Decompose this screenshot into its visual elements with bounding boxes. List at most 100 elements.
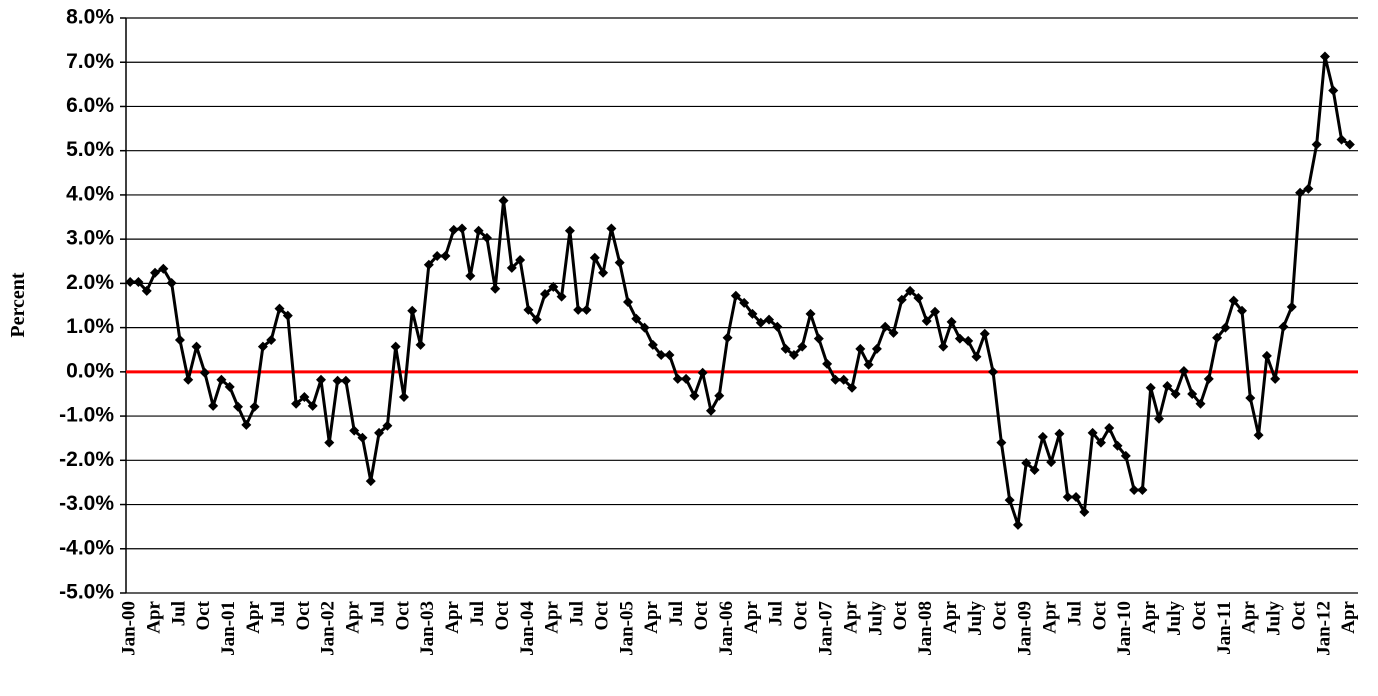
data-marker — [705, 405, 716, 416]
x-tick-label: Apr — [1040, 600, 1061, 633]
data-marker — [929, 306, 940, 317]
data-marker — [407, 305, 418, 316]
x-tick-label: Apr — [1239, 600, 1260, 633]
x-tick-label: July — [1264, 601, 1285, 636]
data-marker — [291, 398, 302, 409]
data-marker — [481, 232, 492, 243]
data-marker — [299, 392, 310, 403]
x-tick-label: Oct — [990, 600, 1011, 630]
data-marker — [390, 341, 401, 352]
y-tick-label: -1.0% — [59, 404, 114, 427]
y-tick-label: 8.0% — [66, 6, 114, 29]
data-marker — [1344, 139, 1355, 150]
data-marker — [722, 332, 733, 343]
data-marker — [515, 254, 526, 265]
data-marker — [589, 252, 600, 263]
data-marker — [1236, 305, 1247, 316]
data-marker — [1046, 457, 1057, 468]
data-marker — [457, 223, 468, 234]
x-tick-label: Jul — [666, 601, 687, 626]
data-marker — [747, 308, 758, 319]
data-marker — [938, 341, 949, 352]
data-marker — [1071, 492, 1082, 503]
x-tick-label: Jul — [367, 601, 388, 626]
data-marker — [556, 291, 567, 302]
data-marker — [1270, 373, 1281, 384]
data-marker — [1062, 492, 1073, 503]
data-marker — [697, 367, 708, 378]
data-marker — [598, 267, 609, 278]
data-marker — [374, 427, 385, 438]
data-marker — [1095, 437, 1106, 448]
data-marker — [946, 316, 957, 327]
data-marker — [1129, 484, 1140, 495]
data-marker — [996, 437, 1007, 448]
data-marker — [847, 382, 858, 393]
data-marker — [1137, 484, 1148, 495]
y-tick-label: 1.0% — [66, 315, 114, 338]
data-marker — [523, 304, 534, 315]
data-marker — [1145, 382, 1156, 393]
data-marker — [1286, 301, 1297, 312]
x-tick-label: Jan-01 — [218, 601, 239, 656]
data-marker — [1087, 427, 1098, 438]
data-marker — [1228, 295, 1239, 306]
data-marker — [622, 296, 633, 307]
data-marker — [150, 267, 161, 278]
data-marker — [1012, 519, 1023, 530]
data-marker — [830, 374, 841, 385]
data-marker — [573, 304, 584, 315]
data-marker — [498, 195, 509, 206]
data-marker — [730, 290, 741, 301]
data-marker — [1220, 322, 1231, 333]
data-marker — [158, 263, 169, 274]
data-marker — [274, 303, 285, 314]
data-marker — [863, 359, 874, 370]
y-tick-label: -2.0% — [59, 448, 114, 471]
x-tick-label: Jan-06 — [716, 601, 737, 656]
x-tick-label: July — [965, 601, 986, 636]
x-tick-label: Jul — [467, 601, 488, 626]
data-marker — [963, 335, 974, 346]
data-marker — [1311, 139, 1322, 150]
x-tick-label: Jan-10 — [1114, 601, 1135, 656]
data-marker — [871, 343, 882, 354]
data-marker — [913, 292, 924, 303]
y-tick-label: -3.0% — [59, 492, 114, 515]
x-tick-label: Apr — [940, 600, 961, 633]
data-marker — [1319, 51, 1330, 62]
data-marker — [490, 283, 501, 294]
data-marker — [191, 341, 202, 352]
x-tick-label: Jan-11 — [1214, 601, 1235, 655]
data-marker — [681, 373, 692, 384]
x-tick-label: Oct — [392, 600, 413, 630]
data-marker — [233, 401, 244, 412]
data-marker — [689, 390, 700, 401]
data-marker — [755, 317, 766, 328]
data-marker — [888, 327, 899, 338]
data-marker — [1162, 381, 1173, 391]
data-marker — [1187, 388, 1198, 399]
y-tick-label: -4.0% — [59, 536, 114, 559]
x-tick-label: Jan-04 — [517, 601, 538, 656]
data-marker — [531, 314, 542, 325]
x-tick-label: Oct — [691, 600, 712, 630]
data-marker — [664, 350, 675, 361]
data-marker — [1079, 507, 1090, 518]
data-marker — [614, 257, 625, 268]
data-marker — [506, 262, 517, 273]
data-marker — [921, 315, 932, 326]
x-tick-label: Oct — [1189, 600, 1210, 630]
data-marker — [1104, 423, 1115, 434]
x-tick-label: Jan-00 — [119, 601, 140, 656]
data-marker — [1004, 495, 1015, 506]
data-marker — [382, 420, 393, 431]
x-tick-label: Apr — [1139, 600, 1160, 633]
data-marker — [349, 425, 360, 436]
y-tick-label: 0.0% — [66, 359, 114, 382]
data-marker — [174, 335, 185, 345]
x-tick-label: Oct — [193, 600, 214, 630]
y-tick-label: -5.0% — [59, 581, 114, 604]
data-marker — [423, 259, 434, 270]
x-tick-label: Apr — [442, 600, 463, 633]
